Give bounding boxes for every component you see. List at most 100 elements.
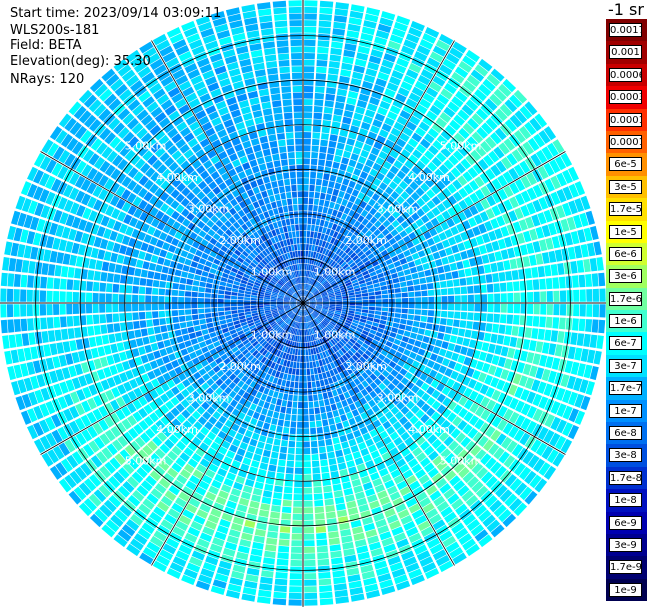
ppi-cell bbox=[308, 285, 312, 291]
ppi-cell bbox=[49, 126, 63, 141]
ppi-cell bbox=[406, 381, 415, 390]
ppi-cell bbox=[339, 522, 350, 531]
ppi-cell bbox=[165, 346, 174, 355]
ppi-cell bbox=[417, 74, 431, 86]
ppi-cell bbox=[409, 480, 421, 491]
ppi-cell bbox=[258, 435, 267, 443]
ppi-cell bbox=[340, 328, 347, 334]
ppi-cell bbox=[531, 379, 541, 392]
ppi-cell bbox=[398, 324, 406, 330]
ppi-cell bbox=[322, 328, 328, 335]
ppi-cell bbox=[214, 176, 224, 186]
ppi-cell bbox=[248, 335, 255, 342]
ppi-cell bbox=[577, 229, 586, 243]
ppi-cell bbox=[274, 578, 288, 586]
ppi-cell bbox=[271, 294, 278, 298]
ppi-cell bbox=[354, 183, 363, 191]
ppi-cell bbox=[370, 450, 380, 459]
ppi-cell bbox=[386, 155, 396, 165]
ppi-cell bbox=[283, 316, 289, 322]
ppi-cell bbox=[403, 520, 416, 531]
ppi-cell bbox=[345, 281, 352, 287]
ppi-cell bbox=[86, 281, 93, 291]
ppi-cell bbox=[268, 375, 275, 383]
ppi-cell bbox=[242, 391, 250, 400]
ppi-cell bbox=[568, 424, 579, 440]
ppi-cell bbox=[88, 258, 97, 270]
ppi-cell bbox=[443, 333, 451, 342]
ppi-cell bbox=[277, 378, 283, 386]
ppi-cell bbox=[178, 309, 185, 316]
ppi-cell bbox=[244, 311, 252, 315]
ppi-cell bbox=[171, 150, 182, 161]
ppi-cell bbox=[335, 95, 346, 103]
ppi-cell bbox=[318, 27, 331, 34]
ppi-cell bbox=[219, 319, 227, 325]
ppi-cell bbox=[460, 231, 469, 241]
ppi-cell bbox=[289, 427, 296, 435]
ppi-cell bbox=[492, 192, 502, 204]
ppi-cell bbox=[84, 373, 94, 385]
ppi-cell bbox=[364, 339, 371, 346]
ppi-cell bbox=[397, 509, 410, 519]
ppi-cell bbox=[205, 555, 219, 566]
ppi-cell bbox=[395, 334, 403, 341]
ppi-cell bbox=[176, 413, 186, 424]
ppi-cell bbox=[60, 316, 67, 328]
ppi-cell bbox=[291, 297, 297, 301]
ppi-cell bbox=[519, 350, 528, 362]
ppi-cell bbox=[529, 340, 537, 352]
ppi-cell bbox=[275, 572, 288, 579]
ppi-cell bbox=[216, 228, 225, 237]
ppi-cell bbox=[53, 209, 63, 223]
ppi-cell bbox=[326, 325, 332, 331]
ppi-cell bbox=[391, 200, 401, 210]
ppi-cell bbox=[209, 360, 218, 369]
ppi-cell bbox=[411, 272, 419, 280]
ppi-cell bbox=[174, 269, 182, 277]
ppi-cell bbox=[335, 2, 349, 10]
ppi-cell bbox=[369, 414, 378, 423]
ppi-cell bbox=[321, 330, 326, 336]
ppi-cell bbox=[315, 296, 322, 299]
ppi-cell bbox=[492, 402, 502, 414]
ppi-cell bbox=[71, 216, 81, 229]
ppi-cell bbox=[121, 189, 131, 200]
ppi-cell bbox=[212, 579, 227, 589]
ppi-cell bbox=[303, 204, 308, 211]
ppi-cell bbox=[290, 301, 297, 303]
ppi-cell bbox=[68, 490, 82, 505]
ppi-cell bbox=[96, 451, 108, 464]
ppi-cell bbox=[235, 273, 243, 279]
ppi-cell bbox=[138, 346, 146, 356]
ppi-cell bbox=[312, 289, 318, 294]
ppi-cell bbox=[471, 462, 484, 475]
ppi-cell bbox=[154, 187, 165, 198]
ppi-cell bbox=[244, 451, 254, 460]
ppi-cell bbox=[206, 406, 216, 415]
ppi-cell bbox=[351, 244, 359, 252]
ppi-cell bbox=[541, 368, 551, 382]
ppi-cell bbox=[367, 313, 375, 318]
ppi-cell bbox=[486, 519, 501, 533]
ppi-cell bbox=[485, 426, 496, 438]
ppi-cell bbox=[178, 372, 187, 382]
ppi-cell bbox=[59, 304, 66, 315]
ppi-cell bbox=[310, 251, 314, 258]
ppi-cell bbox=[218, 315, 226, 321]
ppi-cell bbox=[513, 89, 528, 104]
ppi-cell bbox=[156, 501, 170, 513]
ppi-cell bbox=[286, 360, 291, 368]
ppi-cell bbox=[332, 262, 338, 269]
ppi-cell bbox=[315, 513, 325, 520]
ppi-cell bbox=[256, 441, 265, 449]
ppi-cell bbox=[349, 84, 360, 93]
ppi-cell bbox=[196, 463, 207, 474]
ppi-cell bbox=[309, 297, 315, 301]
ppi-cell bbox=[303, 336, 305, 343]
ppi-cell bbox=[7, 366, 17, 381]
ppi-cell bbox=[264, 266, 270, 272]
ppi-cell bbox=[355, 162, 364, 171]
ppi-cell bbox=[396, 458, 407, 468]
ppi-cell bbox=[311, 327, 315, 334]
